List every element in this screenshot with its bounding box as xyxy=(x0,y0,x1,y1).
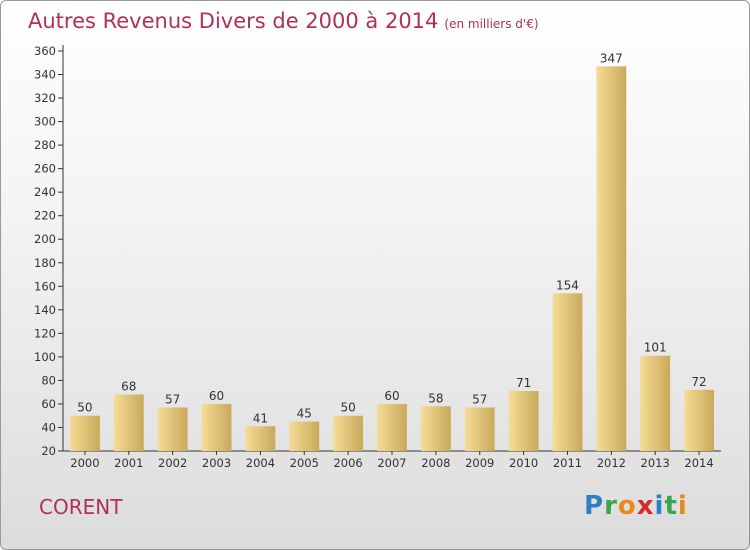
bar xyxy=(377,403,407,451)
chart-title-main: Autres Revenus Divers de 2000 à 2014 xyxy=(28,9,439,33)
x-tick-label: 2010 xyxy=(509,456,538,470)
bar xyxy=(113,394,144,451)
x-tick-label: 2014 xyxy=(684,456,713,470)
y-tick-label: 140 xyxy=(34,303,56,317)
logo-letter: i xyxy=(677,491,688,521)
y-tick-label: 300 xyxy=(34,115,56,129)
bar-value-label: 41 xyxy=(253,411,268,425)
x-tick-label: 2003 xyxy=(202,456,231,470)
bar-value-label: 71 xyxy=(516,376,531,390)
bar-value-label: 154 xyxy=(556,278,579,292)
y-tick-label: 20 xyxy=(41,444,56,458)
bar-value-label: 57 xyxy=(472,392,487,406)
chart-title: Autres Revenus Divers de 2000 à 2014 (en … xyxy=(28,9,539,33)
bar xyxy=(420,406,451,451)
bar xyxy=(508,391,539,451)
y-tick-label: 100 xyxy=(34,350,56,364)
place-name: CORENT xyxy=(39,495,123,519)
bar-value-label: 50 xyxy=(77,401,92,415)
x-tick-label: 2001 xyxy=(114,456,143,470)
bar-value-label: 72 xyxy=(691,375,706,389)
x-tick-label: 2007 xyxy=(377,456,406,470)
x-tick-label: 2000 xyxy=(70,456,99,470)
bar xyxy=(552,293,583,451)
logo-letter: i xyxy=(654,491,665,521)
logo-letter: t xyxy=(664,491,678,521)
y-tick-label: 320 xyxy=(34,91,56,105)
y-tick-label: 240 xyxy=(34,185,56,199)
y-tick-label: 280 xyxy=(34,138,56,152)
y-tick-label: 200 xyxy=(34,232,56,246)
x-tick-label: 2009 xyxy=(465,456,494,470)
y-tick-label: 80 xyxy=(41,373,56,387)
y-tick-label: 340 xyxy=(34,68,56,82)
bar-value-label: 57 xyxy=(165,392,180,406)
bar xyxy=(70,415,100,451)
x-tick-label: 2013 xyxy=(641,456,670,470)
y-tick-label: 160 xyxy=(34,279,56,293)
x-tick-label: 2002 xyxy=(158,456,187,470)
bar-value-label: 60 xyxy=(384,389,399,403)
y-tick-label: 60 xyxy=(41,397,56,411)
bar xyxy=(464,407,495,451)
bar xyxy=(157,407,188,451)
bar xyxy=(596,66,627,451)
y-tick-label: 180 xyxy=(34,256,56,270)
x-tick-label: 2012 xyxy=(597,456,626,470)
x-tick-label: 2006 xyxy=(333,456,362,470)
bar xyxy=(245,426,276,451)
bar-value-label: 50 xyxy=(340,401,355,415)
bar xyxy=(333,415,364,451)
bar xyxy=(289,421,320,451)
bar xyxy=(640,355,671,451)
bar-value-label: 45 xyxy=(297,407,312,421)
x-tick-label: 2011 xyxy=(553,456,582,470)
y-tick-label: 260 xyxy=(34,162,56,176)
bar-value-label: 68 xyxy=(121,380,136,394)
y-tick-label: 120 xyxy=(34,326,56,340)
proxiti-logo: Proxiti xyxy=(584,491,688,521)
bar xyxy=(201,403,232,451)
x-tick-label: 2004 xyxy=(246,456,275,470)
bar-value-label: 58 xyxy=(428,391,443,405)
logo-letter: o xyxy=(617,491,637,521)
logo-letter: r xyxy=(604,491,618,521)
y-tick-label: 220 xyxy=(34,209,56,223)
y-tick-label: 360 xyxy=(34,44,56,58)
bar-value-label: 347 xyxy=(600,51,623,65)
x-tick-label: 2008 xyxy=(421,456,450,470)
logo-letter: x xyxy=(636,491,655,521)
bar xyxy=(684,389,714,451)
bar-value-label: 101 xyxy=(644,341,667,355)
bar-value-label: 60 xyxy=(209,389,224,403)
y-tick-label: 40 xyxy=(41,420,56,434)
x-tick-label: 2005 xyxy=(290,456,319,470)
logo-letter: P xyxy=(584,491,605,521)
chart-title-unit: (en milliers d'€) xyxy=(444,17,539,31)
